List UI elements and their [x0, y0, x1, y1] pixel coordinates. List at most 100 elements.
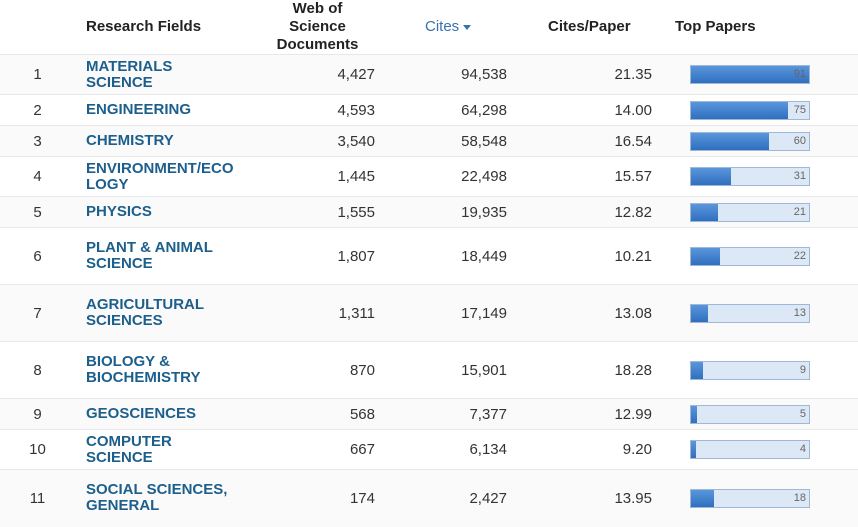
cites-per-paper: 13.95 — [520, 469, 665, 527]
top-papers: 31 — [665, 156, 858, 197]
table-row: 9 GEOSCIENCES 568 7,377 12.99 5 — [0, 398, 858, 430]
table-row: 6 PLANT & ANIMAL SCIENCE 1,807 18,449 10.21 2… — [0, 227, 858, 285]
table-row: 3 CHEMISTRY 3,540 58,548 16.54 60 — [0, 125, 858, 157]
documents: 1,807 — [240, 227, 385, 285]
field-link[interactable]: PLANT & ANIMAL SCIENCE — [75, 227, 240, 285]
documents: 1,445 — [240, 156, 385, 197]
row-index: 9 — [0, 398, 75, 430]
bar-fill — [691, 247, 720, 265]
field-link[interactable]: MATERIALS SCIENCE — [75, 54, 240, 95]
bar-label: 60 — [793, 134, 806, 147]
top-papers: 5 — [665, 398, 858, 430]
table-row: 1 MATERIALS SCIENCE 4,427 94,538 21.35 91 — [0, 54, 858, 95]
top-papers: 22 — [665, 227, 858, 285]
column-header[interactable]: Top Papers — [675, 18, 756, 35]
field-link[interactable]: COMPUTER SCIENCE — [75, 429, 240, 470]
bar-label: 22 — [793, 249, 806, 262]
header-text: Web of Science Documents — [276, 0, 359, 53]
row-index: 5 — [0, 196, 75, 228]
cites: 17,149 — [385, 284, 520, 342]
bar-track: 22 — [690, 246, 810, 266]
documents: 568 — [240, 398, 385, 430]
bar-label: 13 — [793, 306, 806, 319]
bar-label: 21 — [793, 205, 806, 218]
top-papers: 60 — [665, 125, 858, 157]
bar-fill — [691, 66, 809, 83]
cites: 2,427 — [385, 469, 520, 527]
bar-fill — [691, 405, 698, 423]
bar-label: 91 — [793, 68, 806, 80]
column-header[interactable]: Cites/Paper — [548, 18, 631, 35]
row-index: 8 — [0, 341, 75, 399]
bar-fill — [691, 441, 697, 458]
bar-track: 91 — [690, 65, 810, 84]
cites: 19,935 — [385, 196, 520, 228]
bar-fill — [691, 361, 703, 379]
field-link[interactable]: ENVIRONMENT/ECOLOGY — [75, 156, 240, 197]
bar-track: 75 — [690, 100, 810, 120]
cites: 18,449 — [385, 227, 520, 285]
table-row: 4 ENVIRONMENT/ECOLOGY 1,445 22,498 15.57 31 — [0, 156, 858, 197]
cites-per-paper: 14.00 — [520, 94, 665, 126]
cites: 6,134 — [385, 429, 520, 470]
cites-per-paper: 12.82 — [520, 196, 665, 228]
documents: 4,593 — [240, 94, 385, 126]
field-link[interactable]: CHEMISTRY — [75, 125, 240, 157]
row-index: 11 — [0, 469, 75, 527]
table-row: 5 PHYSICS 1,555 19,935 12.82 21 — [0, 196, 858, 228]
bar-label: 31 — [793, 170, 806, 182]
row-index: 10 — [0, 429, 75, 470]
sorted-column-header[interactable]: Cites — [385, 0, 520, 55]
column-header[interactable]: Research Fields — [86, 18, 202, 35]
bar-fill — [691, 101, 789, 119]
row-index: 3 — [0, 125, 75, 157]
bar-label: 9 — [799, 363, 806, 376]
cites: 15,901 — [385, 341, 520, 399]
field-link[interactable]: AGRICULTURAL SCIENCES — [75, 284, 240, 342]
bar-label: 4 — [799, 443, 806, 455]
bar-track: 21 — [690, 202, 810, 222]
cites: 64,298 — [385, 94, 520, 126]
index-header — [0, 0, 75, 55]
field-link[interactable]: ENGINEERING — [75, 94, 240, 126]
bar-track: 31 — [690, 167, 810, 186]
documents: 870 — [240, 341, 385, 399]
top-papers: 13 — [665, 284, 858, 342]
bar-track: 18 — [690, 488, 810, 508]
cites-per-paper: 16.54 — [520, 125, 665, 157]
table-row: 7 AGRICULTURAL SCIENCES 1,311 17,149 13.08 13 — [0, 284, 858, 342]
row-index: 1 — [0, 54, 75, 95]
documents: 174 — [240, 469, 385, 527]
documents: 4,427 — [240, 54, 385, 95]
cites: 22,498 — [385, 156, 520, 197]
column-header[interactable]: Web of Science Documents — [240, 0, 385, 55]
top-papers: 21 — [665, 196, 858, 228]
bar-track: 60 — [690, 131, 810, 151]
field-link[interactable]: GEOSCIENCES — [75, 398, 240, 430]
table-row: 11 SOCIAL SCIENCES, GENERAL 174 2,427 13.95 1… — [0, 469, 858, 527]
documents: 1,311 — [240, 284, 385, 342]
row-index: 7 — [0, 284, 75, 342]
bar-fill — [691, 489, 715, 507]
row-index: 6 — [0, 227, 75, 285]
field-link[interactable]: SOCIAL SCIENCES, GENERAL — [75, 469, 240, 527]
cites-per-paper: 18.28 — [520, 341, 665, 399]
bar-fill — [691, 132, 769, 150]
cites-per-paper: 10.21 — [520, 227, 665, 285]
bar-track: 13 — [690, 303, 810, 323]
sort-arrow — [463, 24, 472, 30]
bar-track: 9 — [690, 360, 810, 380]
field-link[interactable]: BIOLOGY & BIOCHEMISTRY — [75, 341, 240, 399]
documents: 667 — [240, 429, 385, 470]
top-papers: 75 — [665, 94, 858, 126]
cites-per-paper: 15.57 — [520, 156, 665, 197]
bar-fill — [691, 203, 719, 221]
field-link[interactable]: PHYSICS — [75, 196, 240, 228]
header-row: Research Fields Web of Science Documents… — [0, 0, 858, 55]
top-papers: 18 — [665, 469, 858, 527]
documents: 1,555 — [240, 196, 385, 228]
cites: 94,538 — [385, 54, 520, 95]
table-body: 1 MATERIALS SCIENCE 4,427 94,538 21.35 91 2 ENG… — [0, 54, 858, 527]
